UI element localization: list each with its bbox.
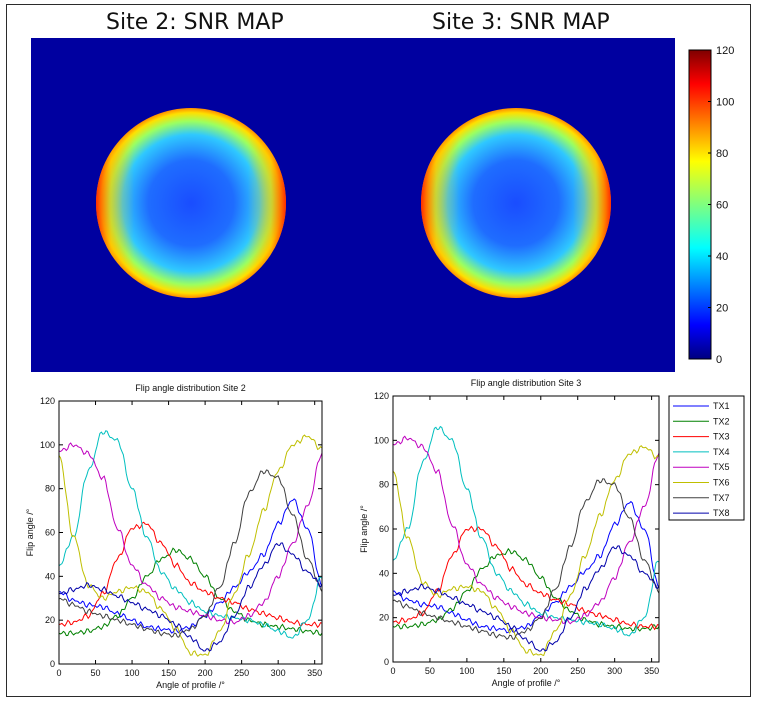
y-tick-label: 120 <box>40 396 55 406</box>
site2-phantom-edge <box>96 108 286 298</box>
y-tick-label: 0 <box>384 657 389 667</box>
legend-label-tx1: TX1 <box>713 401 730 411</box>
site3-map-title: Site 3: SNR MAP <box>432 10 610 35</box>
series-line-tx4 <box>392 425 660 637</box>
y-tick-label: 40 <box>45 571 55 581</box>
y-axis-label: Flip angle /° <box>359 505 369 553</box>
series-line-tx5 <box>58 442 323 625</box>
x-axis-label: Angle of profile /° <box>156 680 225 690</box>
x-tick-label: 350 <box>307 668 322 678</box>
colorbar-tick-label: 0 <box>716 354 722 366</box>
legend-label-tx5: TX5 <box>713 462 730 472</box>
y-tick-label: 20 <box>45 615 55 625</box>
legend-label-tx7: TX7 <box>713 493 730 503</box>
x-tick-label: 300 <box>271 668 286 678</box>
x-tick-label: 200 <box>198 668 213 678</box>
colorbar-ticks: 0 20 40 60 80 100 120 <box>708 45 734 366</box>
colorbar <box>688 49 712 360</box>
series-line-tx4 <box>58 430 323 639</box>
x-tick-label: 0 <box>390 666 395 676</box>
x-tick-label: 250 <box>234 668 249 678</box>
series-line-tx3 <box>392 525 660 631</box>
tx-legend: TX1 TX2 TX3 TX4 TX5 TX6 TX7 TX8 <box>668 395 745 521</box>
series-line-tx1 <box>59 498 323 634</box>
site3-flip-angle-plot: Flip angle distribution Site 3 0 50 100 150 2… <box>359 378 660 688</box>
y-tick-label: 40 <box>379 568 389 578</box>
y-axis-label: Flip angle /° <box>25 508 35 556</box>
colorbar-tick-label: 80 <box>716 148 728 160</box>
y-tick-label: 80 <box>379 480 389 490</box>
legend-label-tx6: TX6 <box>713 478 730 488</box>
legend-box <box>668 395 745 521</box>
series-line-tx8 <box>58 542 323 652</box>
x-tick-label: 200 <box>533 666 548 676</box>
x-tick-label: 50 <box>91 668 101 678</box>
series-line-tx7 <box>392 478 660 640</box>
x-tick-label: 350 <box>644 666 659 676</box>
colorbar-tick-label: 120 <box>716 45 734 57</box>
series-line-tx6 <box>58 434 323 657</box>
y-tick-label: 120 <box>374 391 389 401</box>
legend-label-tx3: TX3 <box>713 432 730 442</box>
colorbar-tick-label: 40 <box>716 251 728 263</box>
series-line-tx7 <box>58 469 323 638</box>
colorbar-tick-label: 60 <box>716 200 728 212</box>
colorbar-tick-label: 20 <box>716 303 728 315</box>
series-line-tx1 <box>393 500 660 634</box>
x-tick-label: 100 <box>125 668 140 678</box>
x-tick-label: 0 <box>56 668 61 678</box>
x-tick-label: 50 <box>425 666 435 676</box>
x-axis-label: Angle of profile /° <box>492 678 561 688</box>
site2-flip-angle-plot: Flip angle distribution Site 2 0 50 100 150 2… <box>25 383 323 690</box>
series-line-tx5 <box>392 435 660 625</box>
legend-label-tx4: TX4 <box>713 447 730 457</box>
x-tick-label: 100 <box>459 666 474 676</box>
y-tick-label: 80 <box>45 484 55 494</box>
plot-title: Flip angle distribution Site 2 <box>135 383 246 393</box>
y-tick-label: 60 <box>45 528 55 538</box>
series-line-tx6 <box>392 445 660 657</box>
y-tick-label: 100 <box>374 435 389 445</box>
plot-title: Flip angle distribution Site 3 <box>471 378 582 388</box>
legend-label-tx2: TX2 <box>713 416 730 426</box>
x-tick-label: 250 <box>570 666 585 676</box>
legend-label-tx8: TX8 <box>713 508 730 518</box>
x-tick-label: 300 <box>607 666 622 676</box>
site3-phantom-edge <box>421 108 611 298</box>
y-tick-label: 60 <box>379 524 389 534</box>
series-line-tx3 <box>58 521 323 629</box>
x-tick-label: 150 <box>161 668 176 678</box>
series-line-tx2 <box>58 547 323 637</box>
site2-map-title: Site 2: SNR MAP <box>106 10 284 35</box>
y-tick-label: 100 <box>40 440 55 450</box>
figure-frame <box>6 4 751 697</box>
series-line-tx8 <box>392 545 660 652</box>
y-tick-label: 0 <box>50 659 55 669</box>
y-tick-label: 20 <box>379 613 389 623</box>
colorbar-tick-label: 100 <box>716 97 734 109</box>
x-tick-label: 150 <box>496 666 511 676</box>
